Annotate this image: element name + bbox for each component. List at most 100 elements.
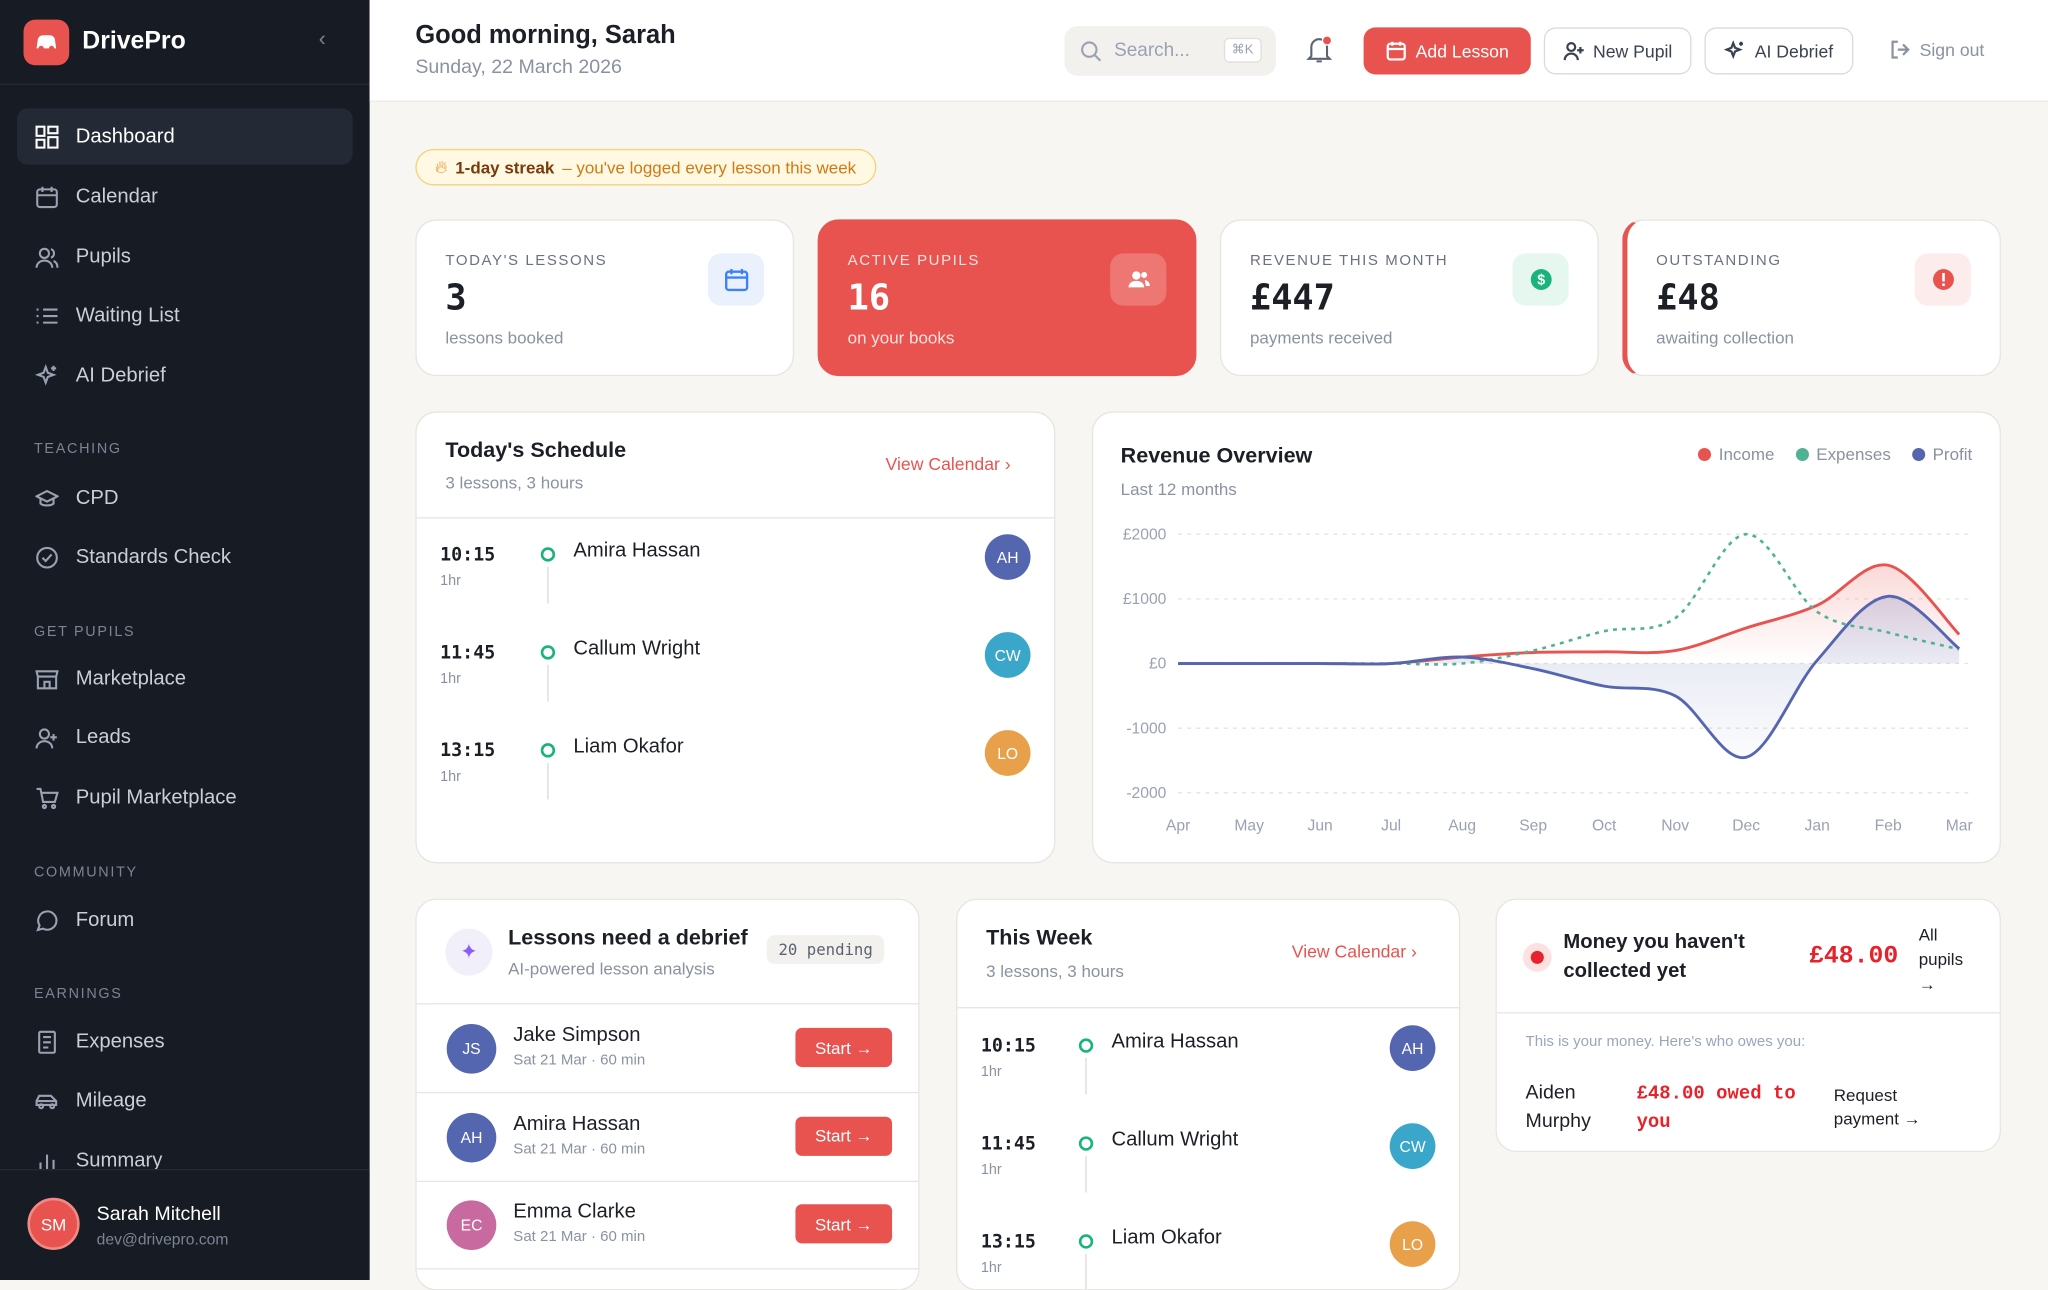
- lesson-meta: Sat 21 Mar · 60 min: [513, 1052, 646, 1069]
- divider: [416, 1268, 919, 1270]
- pupil-name: Emma Clarke: [513, 1200, 636, 1223]
- sidebar-item-expenses[interactable]: Expenses: [17, 1014, 353, 1070]
- stat-card-todays-lessons[interactable]: TODAY'S LESSONS 3 lessons booked: [415, 219, 795, 377]
- legend-swatch: [1911, 447, 1925, 461]
- search-input[interactable]: Search... ⌘K: [1064, 26, 1277, 76]
- card-subtitle: 3 lessons, 3 hours: [986, 961, 1124, 981]
- shortcut-hint: ⌘K: [1223, 37, 1262, 63]
- collapse-sidebar-chevron-icon[interactable]: ‹: [318, 28, 326, 51]
- x-tick-label: Feb: [1875, 818, 1902, 835]
- view-calendar-link[interactable]: View Calendar ›: [886, 455, 1011, 475]
- stat-card-active-pupils[interactable]: ACTIVE PUPILS 16 on your books: [817, 219, 1197, 377]
- check-circle-icon: [36, 546, 58, 568]
- link-label: View Calendar: [1291, 941, 1407, 962]
- sidebar-item-standards-check[interactable]: Standards Check: [17, 529, 353, 585]
- pupil-name: Amira Hassan: [1111, 1030, 1239, 1053]
- user-plus-icon: [1563, 41, 1584, 61]
- sidebar-item-marketplace[interactable]: Marketplace: [17, 650, 353, 706]
- status-dot-icon: [1522, 943, 1552, 972]
- notifications-bell-icon[interactable]: [1305, 34, 1334, 65]
- sidebar-item-label: Pupils: [75, 244, 131, 268]
- lesson-time: 10:15: [440, 544, 496, 566]
- add-lesson-button[interactable]: Add Lesson: [1363, 27, 1531, 75]
- x-tick-label: Nov: [1661, 818, 1689, 835]
- legend-label: Profit: [1932, 444, 1973, 464]
- divider: [1496, 1012, 2000, 1014]
- greeting: Good morning, Sarah: [415, 20, 676, 50]
- list-icon: [36, 307, 58, 324]
- start-debrief-button[interactable]: Start →: [795, 1116, 893, 1156]
- sign-out-button[interactable]: Sign out: [1882, 26, 1992, 73]
- sparkles-icon: [35, 363, 57, 386]
- grid-icon: [35, 124, 59, 148]
- user-profile[interactable]: SM Sarah Mitchell dev@drivepro.com: [0, 1168, 370, 1280]
- view-calendar-link[interactable]: View Calendar ›: [1292, 942, 1417, 962]
- stat-sub: lessons booked: [445, 327, 564, 348]
- x-tick-label: Oct: [1592, 818, 1617, 835]
- legend-item[interactable]: Expenses: [1795, 444, 1891, 464]
- legend-item[interactable]: Income: [1697, 444, 1774, 464]
- chevron-right-icon: ›: [1004, 454, 1011, 475]
- timeline-dot: [1078, 1234, 1094, 1249]
- lesson-time: 11:45: [980, 1133, 1036, 1155]
- sidebar-item-dashboard[interactable]: Dashboard: [16, 108, 353, 165]
- sidebar-item-label: CPD: [75, 486, 119, 509]
- current-date: Sunday, 22 March 2026: [415, 56, 622, 79]
- section-community: COMMUNITY: [33, 864, 138, 881]
- sidebar-item-cpd[interactable]: CPD: [17, 470, 353, 526]
- x-tick-label: Apr: [1166, 818, 1190, 835]
- all-pupils-link[interactable]: All pupils →: [1918, 924, 1964, 994]
- y-tick-label: -1000: [1126, 720, 1166, 737]
- sidebar-item-forum[interactable]: Forum: [17, 892, 353, 948]
- revenue-overview-card: Revenue Overview Last 12 months Income Ex…: [1091, 411, 2001, 864]
- y-tick-label: £0: [1149, 656, 1167, 673]
- start-debrief-button[interactable]: Start →: [795, 1027, 893, 1068]
- money-note: This is your money. Here's who owes you:: [1525, 1034, 1806, 1051]
- timeline-dot: [540, 645, 556, 660]
- new-pupil-button[interactable]: New Pupil: [1543, 27, 1692, 75]
- timeline-dot: [1078, 1136, 1094, 1151]
- sidebar-item-summary[interactable]: Summary: [17, 1132, 353, 1188]
- ai-debrief-button[interactable]: AI Debrief: [1704, 27, 1854, 75]
- sidebar-item-label: Expenses: [75, 1029, 165, 1053]
- sidebar-item-leads[interactable]: Leads: [17, 709, 353, 765]
- lesson-time: 10:15: [980, 1035, 1036, 1057]
- stat-card-revenue[interactable]: REVENUE THIS MONTH £447 payments receive…: [1219, 219, 1599, 377]
- legend-item[interactable]: Profit: [1911, 444, 1973, 464]
- sidebar: DrivePro ‹ Dashboard Calendar Pupils Wai…: [0, 0, 370, 1280]
- link-label: View Calendar: [885, 454, 1000, 475]
- sidebar-item-waiting-list[interactable]: Waiting List: [17, 287, 353, 343]
- timeline-dot: [1078, 1038, 1094, 1053]
- pupil-name: Amira Hassan: [513, 1112, 641, 1135]
- avatar: SM: [27, 1197, 80, 1250]
- x-tick-label: Aug: [1448, 818, 1476, 835]
- x-tick-label: Jul: [1381, 818, 1401, 835]
- pupil-name: Jake Simpson: [513, 1023, 641, 1047]
- legend-swatch: [1795, 447, 1809, 461]
- divider: [416, 1180, 919, 1182]
- chevron-right-icon: ›: [1411, 941, 1417, 962]
- sign-out-icon: [1891, 40, 1910, 59]
- sidebar-item-ai-debrief[interactable]: AI Debrief: [17, 347, 353, 403]
- series-line-expenses: [1178, 532, 1960, 666]
- sidebar-item-label: Dashboard: [75, 124, 175, 147]
- sidebar-item-pupil-marketplace[interactable]: Pupil Marketplace: [17, 769, 353, 825]
- stat-sub: payments received: [1249, 327, 1393, 348]
- section-teaching: TEACHING: [33, 441, 122, 458]
- graduation-cap-icon: [35, 489, 59, 506]
- start-debrief-button[interactable]: Start →: [795, 1204, 893, 1244]
- sidebar-item-pupils[interactable]: Pupils: [17, 229, 353, 285]
- store-icon: [35, 669, 59, 689]
- card-title: This Week: [986, 926, 1093, 950]
- sidebar-item-calendar[interactable]: Calendar: [17, 168, 353, 224]
- chart-legend: Income Expenses Profit: [1697, 444, 1973, 464]
- sidebar-item-mileage[interactable]: Mileage: [17, 1072, 353, 1128]
- sidebar-item-label: Calendar: [75, 184, 158, 208]
- request-payment-link[interactable]: Request payment →: [1833, 1085, 1921, 1129]
- pupil-avatar: AH: [1389, 1025, 1436, 1072]
- flame-icon: 🔥︎: [434, 156, 448, 177]
- lesson-duration: 1hr: [440, 671, 461, 688]
- stat-card-outstanding[interactable]: OUTSTANDING £48 awaiting collection: [1622, 219, 2001, 377]
- card-subtitle: AI-powered lesson analysis: [508, 958, 715, 979]
- x-tick-label: Jan: [1805, 818, 1830, 835]
